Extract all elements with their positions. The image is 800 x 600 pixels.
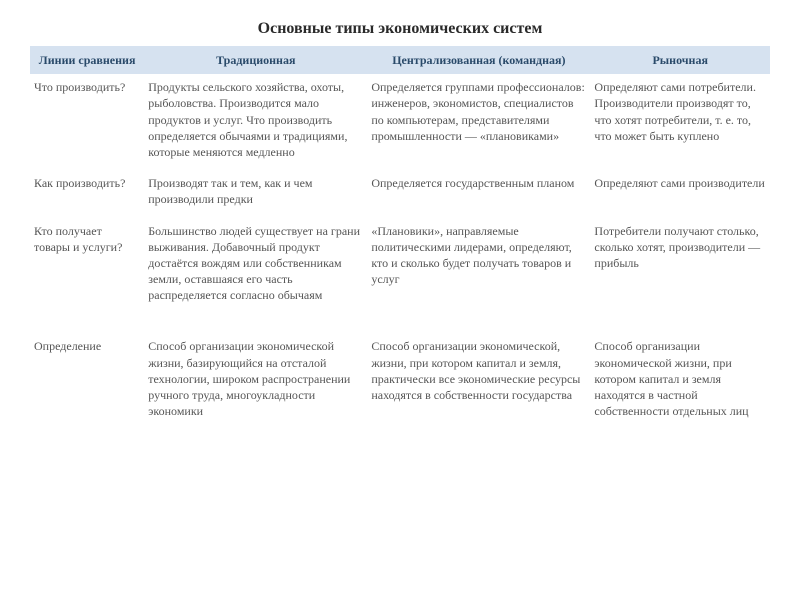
- cell-traditional: Производят так и тем, как и чем производ…: [144, 170, 367, 217]
- row-label: Как производить?: [30, 170, 144, 217]
- row-label: Кто получает товары и услуги?: [30, 218, 144, 314]
- cell-centralized: Способ организации экономической, жизни,…: [367, 333, 590, 429]
- cell-market: Потребители получают столько, сколько хо…: [590, 218, 770, 314]
- spacer-row: [30, 313, 770, 333]
- cell-centralized: «Плановики», направляемые политическими …: [367, 218, 590, 314]
- cell-traditional: Способ организации экономической жизни, …: [144, 333, 367, 429]
- cell-traditional: Продукты сельского хозяйства, охоты, рыб…: [144, 74, 367, 170]
- page-title: Основные типы экономических систем: [30, 20, 770, 38]
- cell-centralized: Определяется государственным планом: [367, 170, 590, 217]
- cell-market: Определяют сами потребители. Производите…: [590, 74, 770, 170]
- cell-traditional: Большинство людей существует на грани вы…: [144, 218, 367, 314]
- table-header-row: Линии сравнения Традиционная Централизов…: [30, 46, 770, 74]
- table-row: Определение Способ организации экономиче…: [30, 333, 770, 429]
- table-row: Как производить? Производят так и тем, к…: [30, 170, 770, 217]
- col-header-lines: Линии сравнения: [30, 46, 144, 74]
- row-label: Определение: [30, 333, 144, 429]
- cell-market: Определяют сами производители: [590, 170, 770, 217]
- cell-centralized: Определяется группами профессионалов: ин…: [367, 74, 590, 170]
- table-row: Что производить? Продукты сельского хозя…: [30, 74, 770, 170]
- table-row: Кто получает товары и услуги? Большинств…: [30, 218, 770, 314]
- col-header-market: Рыночная: [590, 46, 770, 74]
- col-header-centralized: Централизованная (командная): [367, 46, 590, 74]
- cell-market: Способ организации экономической жизни, …: [590, 333, 770, 429]
- col-header-traditional: Традиционная: [144, 46, 367, 74]
- economic-systems-table: Линии сравнения Традиционная Централизов…: [30, 46, 770, 429]
- row-label: Что производить?: [30, 74, 144, 170]
